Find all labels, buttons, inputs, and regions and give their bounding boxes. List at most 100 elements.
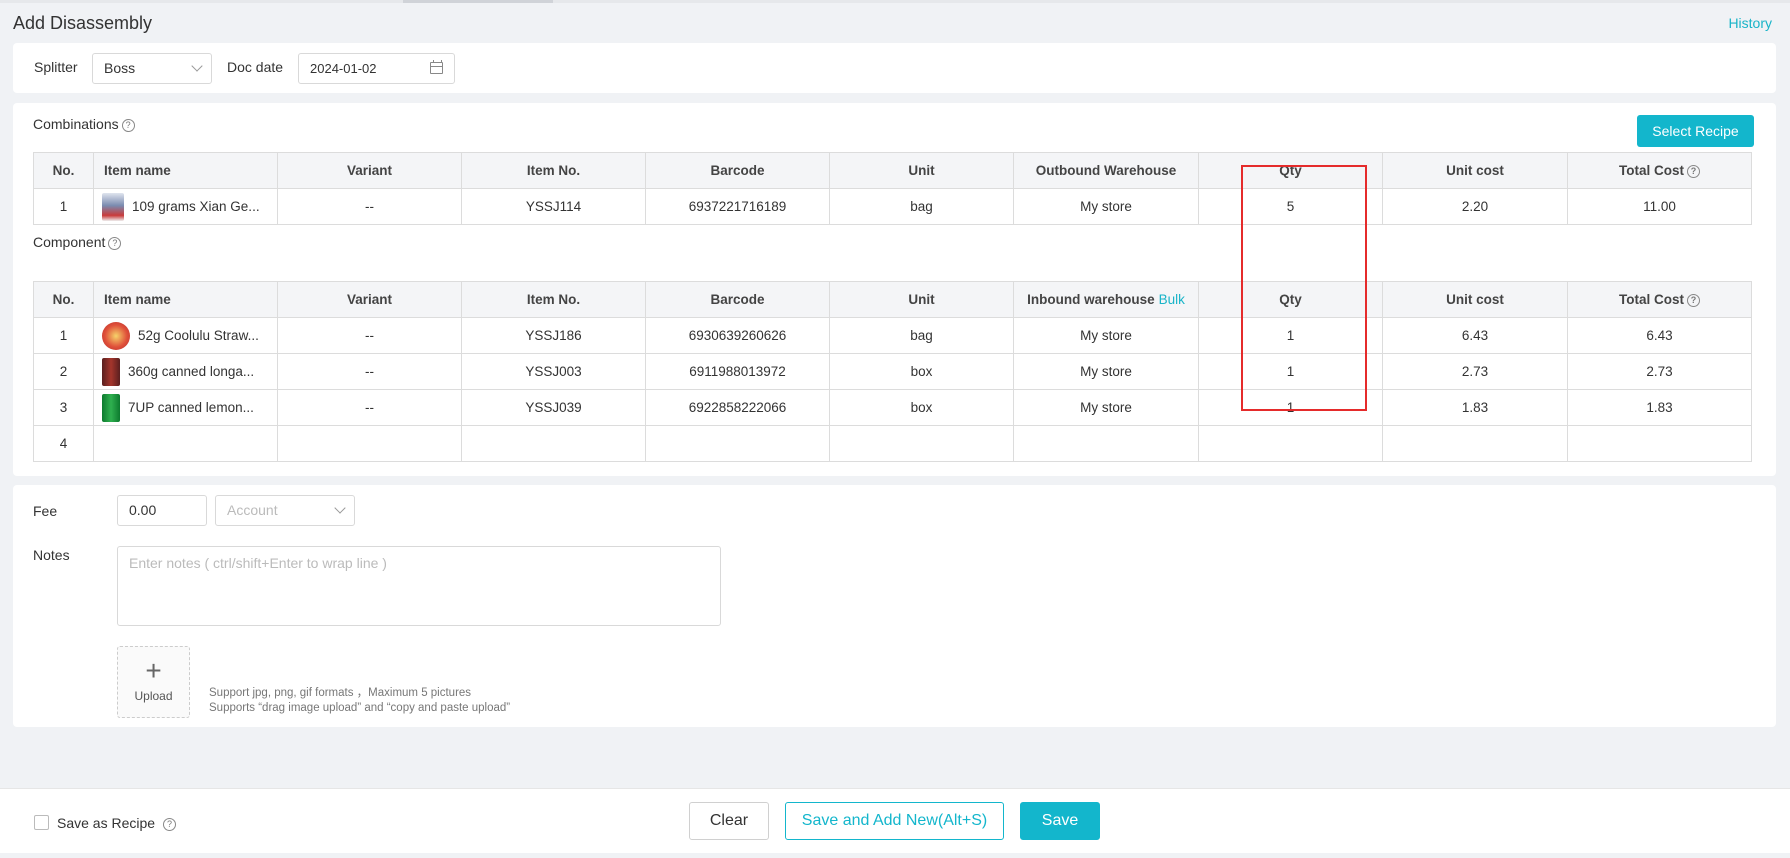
cell-item-no: YSSJ186	[461, 317, 646, 354]
col-variant: Variant	[277, 152, 462, 189]
upload-hint-methods: Supports “drag image upload” and “copy a…	[209, 702, 511, 714]
help-icon[interactable]: ?	[1687, 165, 1700, 178]
account-placeholder: Account	[227, 502, 278, 518]
history-link[interactable]: History	[1728, 15, 1772, 31]
cell-item-name[interactable]: 109 grams Xian Ge...	[93, 188, 278, 225]
cell-qty[interactable]: 1	[1198, 389, 1383, 426]
doc-date-input[interactable]: 2024-01-02	[298, 53, 455, 84]
cell-no: 3	[33, 389, 94, 426]
upload-hint-formats: Support jpg, png, gif formats ，Maximum 5…	[209, 687, 472, 699]
col-barcode: Barcode	[645, 281, 830, 318]
item-name-text: 52g Coolulu Straw...	[138, 328, 259, 343]
cell-total-cost: 6.43	[1567, 317, 1752, 354]
cell-item-name[interactable]: 52g Coolulu Straw...	[93, 317, 278, 354]
table-row-empty[interactable]: 4	[33, 425, 1752, 462]
cell-qty[interactable]: 1	[1198, 353, 1383, 390]
cell-qty[interactable]: 5	[1198, 188, 1383, 225]
cell-item-no: YSSJ039	[461, 389, 646, 426]
upload-label: Upload	[134, 689, 173, 703]
cell-unit-cost: 2.73	[1382, 353, 1568, 390]
col-unit-cost: Unit cost	[1382, 281, 1568, 318]
cell-total-cost: 2.73	[1567, 353, 1752, 390]
cell-unit: bag	[829, 188, 1014, 225]
col-no: No.	[33, 152, 94, 189]
combinations-title: Combinations?	[33, 116, 135, 132]
splitter-select[interactable]: Boss	[92, 53, 212, 84]
col-item-no: Item No.	[461, 281, 646, 318]
cell-barcode	[645, 425, 830, 462]
cell-warehouse[interactable]: My store	[1013, 389, 1199, 426]
cell-barcode: 6911988013972	[645, 353, 830, 390]
cell-total-cost: 1.83	[1567, 389, 1752, 426]
col-item-name: Item name	[93, 152, 278, 189]
soda-can-image	[102, 393, 120, 422]
cell-warehouse[interactable]: My store	[1013, 188, 1199, 225]
table-row[interactable]: 2 360g canned longa... -- YSSJ003 691198…	[33, 353, 1752, 390]
col-qty: Qty	[1198, 281, 1383, 318]
save-as-recipe-checkbox[interactable]	[34, 815, 49, 830]
splitter-label: Splitter	[34, 59, 78, 75]
combinations-table: No. Item name Variant Item No. Barcode U…	[33, 152, 1752, 225]
footer-bar: Save as Recipe? Clear Save and Add New(A…	[0, 788, 1790, 853]
table-row[interactable]: 1 52g Coolulu Straw... -- YSSJ186 693063…	[33, 317, 1752, 354]
cell-item-no	[461, 425, 646, 462]
help-icon[interactable]: ?	[1687, 294, 1700, 307]
cell-item-name[interactable]	[93, 425, 278, 462]
cell-unit: box	[829, 389, 1014, 426]
item-name-text: 7UP canned lemon...	[128, 400, 254, 415]
cell-item-name[interactable]: 7UP canned lemon...	[93, 389, 278, 426]
col-qty: Qty	[1198, 152, 1383, 189]
combinations-title-text: Combinations	[33, 116, 119, 132]
table-row[interactable]: 3 7UP canned lemon... -- YSSJ039 6922858…	[33, 389, 1752, 426]
cell-warehouse[interactable]: My store	[1013, 317, 1199, 354]
select-recipe-button[interactable]: Select Recipe	[1637, 115, 1754, 147]
notes-label: Notes	[33, 547, 70, 563]
cell-unit: box	[829, 353, 1014, 390]
active-tab-marker[interactable]	[403, 0, 553, 3]
help-icon[interactable]: ?	[108, 237, 122, 250]
chevron-down-icon	[191, 60, 203, 72]
component-title-text: Component	[33, 234, 106, 250]
cell-qty[interactable]: 1	[1198, 317, 1383, 354]
cell-barcode: 6922858222066	[645, 389, 830, 426]
col-inbound-warehouse: Inbound warehouse Bulk	[1013, 281, 1199, 318]
account-select[interactable]: Account	[215, 495, 355, 526]
fee-input[interactable]: 0.00	[117, 495, 207, 526]
cell-item-name[interactable]: 360g canned longa...	[93, 353, 278, 390]
upload-button[interactable]: + Upload	[117, 646, 190, 718]
cell-variant: --	[277, 389, 462, 426]
col-item-name: Item name	[93, 281, 278, 318]
cell-qty[interactable]	[1198, 425, 1383, 462]
component-header-row: No. Item name Variant Item No. Barcode U…	[33, 281, 1752, 318]
col-inbound-warehouse-text: Inbound warehouse	[1027, 292, 1155, 307]
page-title: Add Disassembly	[13, 13, 153, 33]
cell-warehouse[interactable]	[1013, 425, 1199, 462]
cell-barcode: 6930639260626	[645, 317, 830, 354]
doc-date-value: 2024-01-02	[310, 61, 377, 76]
cell-no: 1	[33, 188, 94, 225]
help-icon[interactable]: ?	[121, 119, 135, 132]
col-unit: Unit	[829, 152, 1014, 189]
cell-unit-cost: 1.83	[1382, 389, 1568, 426]
calendar-icon[interactable]	[430, 60, 443, 74]
col-outbound-warehouse: Outbound Warehouse	[1013, 152, 1199, 189]
clear-button[interactable]: Clear	[689, 802, 769, 840]
doc-date-label: Doc date	[227, 59, 284, 75]
header-form-card: Splitter Boss Doc date 2024-01-02	[13, 43, 1776, 93]
item-name-text: 360g canned longa...	[128, 364, 255, 379]
bulk-link[interactable]: Bulk	[1158, 292, 1185, 307]
cell-warehouse[interactable]: My store	[1013, 353, 1199, 390]
col-total-cost: Total Cost?	[1567, 152, 1752, 189]
save-and-add-new-button[interactable]: Save and Add New(Alt+S)	[785, 802, 1004, 840]
save-as-recipe-label: Save as Recipe?	[57, 815, 177, 831]
help-icon[interactable]: ?	[163, 818, 177, 831]
items-card: Combinations? Select Recipe No. Item nam…	[13, 103, 1776, 476]
table-row[interactable]: 1 109 grams Xian Ge... -- YSSJ114 693722…	[33, 188, 1752, 225]
fee-label: Fee	[33, 503, 58, 519]
splitter-value: Boss	[104, 60, 136, 76]
save-button[interactable]: Save	[1020, 802, 1100, 840]
candy-bag-image	[102, 321, 130, 350]
notes-textarea[interactable]: Enter notes ( ctrl/shift+Enter to wrap l…	[117, 546, 721, 626]
col-item-no: Item No.	[461, 152, 646, 189]
cell-no: 2	[33, 353, 94, 390]
